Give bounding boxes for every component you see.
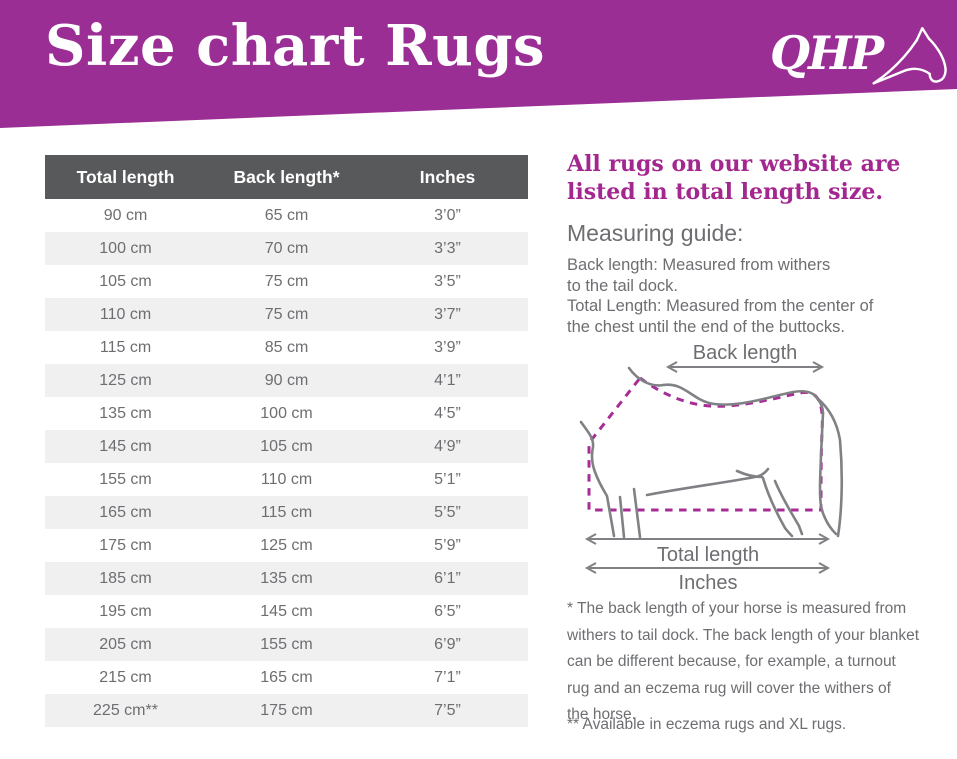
table-header-cell: Total length	[45, 155, 206, 199]
table-row: 105 cm 75 cm 3’5”	[45, 265, 528, 298]
table-row: 215 cm 165 cm 7’1”	[45, 661, 528, 694]
table-cell-inches: 6’9”	[434, 635, 461, 653]
table-row: 185 cm 135 cm 6’1”	[45, 562, 528, 595]
total-length-label: Total length	[657, 544, 759, 566]
table-cell-total-length: 185 cm	[99, 569, 152, 587]
table-cell-back-length: 85 cm	[264, 338, 309, 356]
horse-outline	[579, 366, 844, 539]
table-cell-inches: 4’1”	[434, 371, 461, 389]
table-cell-inches: 5’5”	[434, 503, 461, 521]
table-cell-total-length: 100 cm	[99, 239, 152, 257]
table-row: 115 cm 85 cm 3’9”	[45, 331, 528, 364]
table-header-cell: Back length*	[206, 155, 367, 199]
table-row: 125 cm 90 cm 4’1”	[45, 364, 528, 397]
table-cell-inches: 5’1”	[434, 470, 461, 488]
table-cell-total-length: 125 cm	[99, 371, 152, 389]
table-cell-total-length: 205 cm	[99, 635, 152, 653]
table-cell-inches: 3’9”	[434, 338, 461, 356]
footnote-line: can be different because, for example, a…	[567, 653, 896, 670]
qhp-logo: QHP	[770, 26, 954, 94]
footnote-line: rug and an eczema rug will cover the wit…	[567, 679, 891, 697]
table-cell-inches: 3’3”	[434, 239, 461, 257]
table-cell-inches: 6’5”	[434, 602, 461, 620]
table-cell-back-length: 65 cm	[264, 206, 309, 224]
table-cell-inches: 7’1”	[434, 668, 461, 686]
table-cell-total-length: 155 cm	[99, 470, 152, 488]
table-cell-back-length: 165 cm	[260, 668, 313, 686]
table-cell-total-length: 110 cm	[99, 305, 152, 323]
footnote-line: the horse.	[567, 706, 636, 723]
rug-dashed-outline	[587, 375, 824, 512]
table-cell-back-length: 105 cm	[260, 437, 313, 455]
table-cell-inches: 3’0”	[434, 206, 461, 224]
table-cell-back-length: 110 cm	[260, 470, 313, 488]
table-cell-back-length: 125 cm	[260, 536, 313, 554]
table-cell-inches: 5’9”	[434, 536, 461, 554]
table-cell-inches: 3’5”	[434, 272, 461, 290]
table-cell-total-length: 165 cm	[99, 503, 152, 521]
table-row: 175 cm 125 cm 5’9”	[45, 529, 528, 562]
qhp-logo-text: QHP	[770, 26, 884, 80]
table-cell-back-length: 135 cm	[260, 569, 313, 587]
table-row: 205 cm 155 cm 6’9”	[45, 628, 528, 661]
table-header-cell: Inches	[367, 155, 528, 199]
table-row: 135 cm 100 cm 4’5”	[45, 397, 528, 430]
horse-measurement-diagram: Back length Total length Inches	[579, 342, 844, 594]
table-row: 195 cm 145 cm 6’5”	[45, 595, 528, 628]
inches-label: Inches	[679, 572, 738, 594]
table-cell-total-length: 105 cm	[99, 272, 152, 290]
table-cell-total-length: 225 cm**	[93, 701, 158, 719]
table-cell-back-length: 115 cm	[260, 503, 313, 521]
inches-arrow-icon	[584, 562, 831, 574]
table-cell-inches: 4’9”	[434, 437, 461, 455]
footnote-line: * The back length of your horse is measu…	[567, 600, 907, 617]
table-cell-inches: 7’5”	[434, 701, 461, 719]
table-header-row: Total length Back length* Inches	[45, 155, 528, 199]
table-row: 90 cm 65 cm 3’0”	[45, 199, 528, 232]
measuring-guide-title: Measuring guide:	[567, 220, 744, 246]
table-row: 145 cm 105 cm 4’9”	[45, 430, 528, 463]
page-title: Size chart Rugs	[45, 13, 546, 79]
table-row: 155 cm 110 cm 5’1”	[45, 463, 528, 496]
table-cell-back-length: 155 cm	[260, 635, 313, 653]
guide-line: to the tail dock.	[567, 276, 678, 295]
table-cell-back-length: 75 cm	[264, 305, 309, 323]
table-cell-total-length: 115 cm	[99, 338, 152, 356]
table-cell-inches: 3’7”	[434, 305, 461, 323]
back-length-label: Back length	[693, 342, 798, 364]
table-cell-total-length: 135 cm	[99, 404, 152, 422]
table-row: 225 cm** 175 cm 7’5”	[45, 694, 528, 727]
footnote-star: * The back length of your horse is measu…	[567, 596, 919, 729]
footnote-double-star: ** Available in eczema rugs and XL rugs.	[567, 716, 847, 733]
footnote-line: withers to tail dock. The back length of…	[567, 626, 920, 644]
table-row: 110 cm 75 cm 3’7”	[45, 298, 528, 331]
table-cell-back-length: 175 cm	[260, 701, 313, 719]
table-cell-total-length: 175 cm	[99, 536, 152, 554]
table-cell-back-length: 90 cm	[264, 371, 309, 389]
aside-heading: All rugs on our website are listed in to…	[567, 151, 901, 205]
table-cell-total-length: 195 cm	[99, 602, 152, 620]
guide-line: the chest until the end of the buttocks.	[567, 317, 845, 336]
table-cell-back-length: 145 cm	[260, 602, 313, 620]
table-cell-total-length: 90 cm	[103, 206, 148, 224]
table-row: 100 cm 70 cm 3’3”	[45, 232, 528, 265]
table-row: 165 cm 115 cm 5’5”	[45, 496, 528, 529]
total-length-arrow-icon	[584, 533, 831, 545]
measuring-guide-text: Back length: Measured from withers to the…	[567, 255, 873, 337]
table-cell-back-length: 75 cm	[264, 272, 309, 290]
table-cell-total-length: 215 cm	[99, 668, 152, 686]
measuring-guide-panel: All rugs on our website are listed in to…	[567, 150, 955, 750]
horse-head-icon	[872, 26, 947, 85]
table-cell-back-length: 100 cm	[260, 404, 313, 422]
table-cell-back-length: 70 cm	[264, 239, 309, 257]
table-cell-inches: 4’5”	[434, 404, 461, 422]
size-table: Total length Back length* Inches 90 cm 65 …	[45, 155, 528, 727]
back-length-arrow-icon	[665, 361, 825, 373]
table-cell-inches: 6’1”	[434, 569, 461, 587]
table-cell-total-length: 145 cm	[99, 437, 152, 455]
guide-line: Back length: Measured from withers	[567, 256, 831, 274]
guide-line: Total Length: Measured from the center o…	[567, 297, 874, 315]
